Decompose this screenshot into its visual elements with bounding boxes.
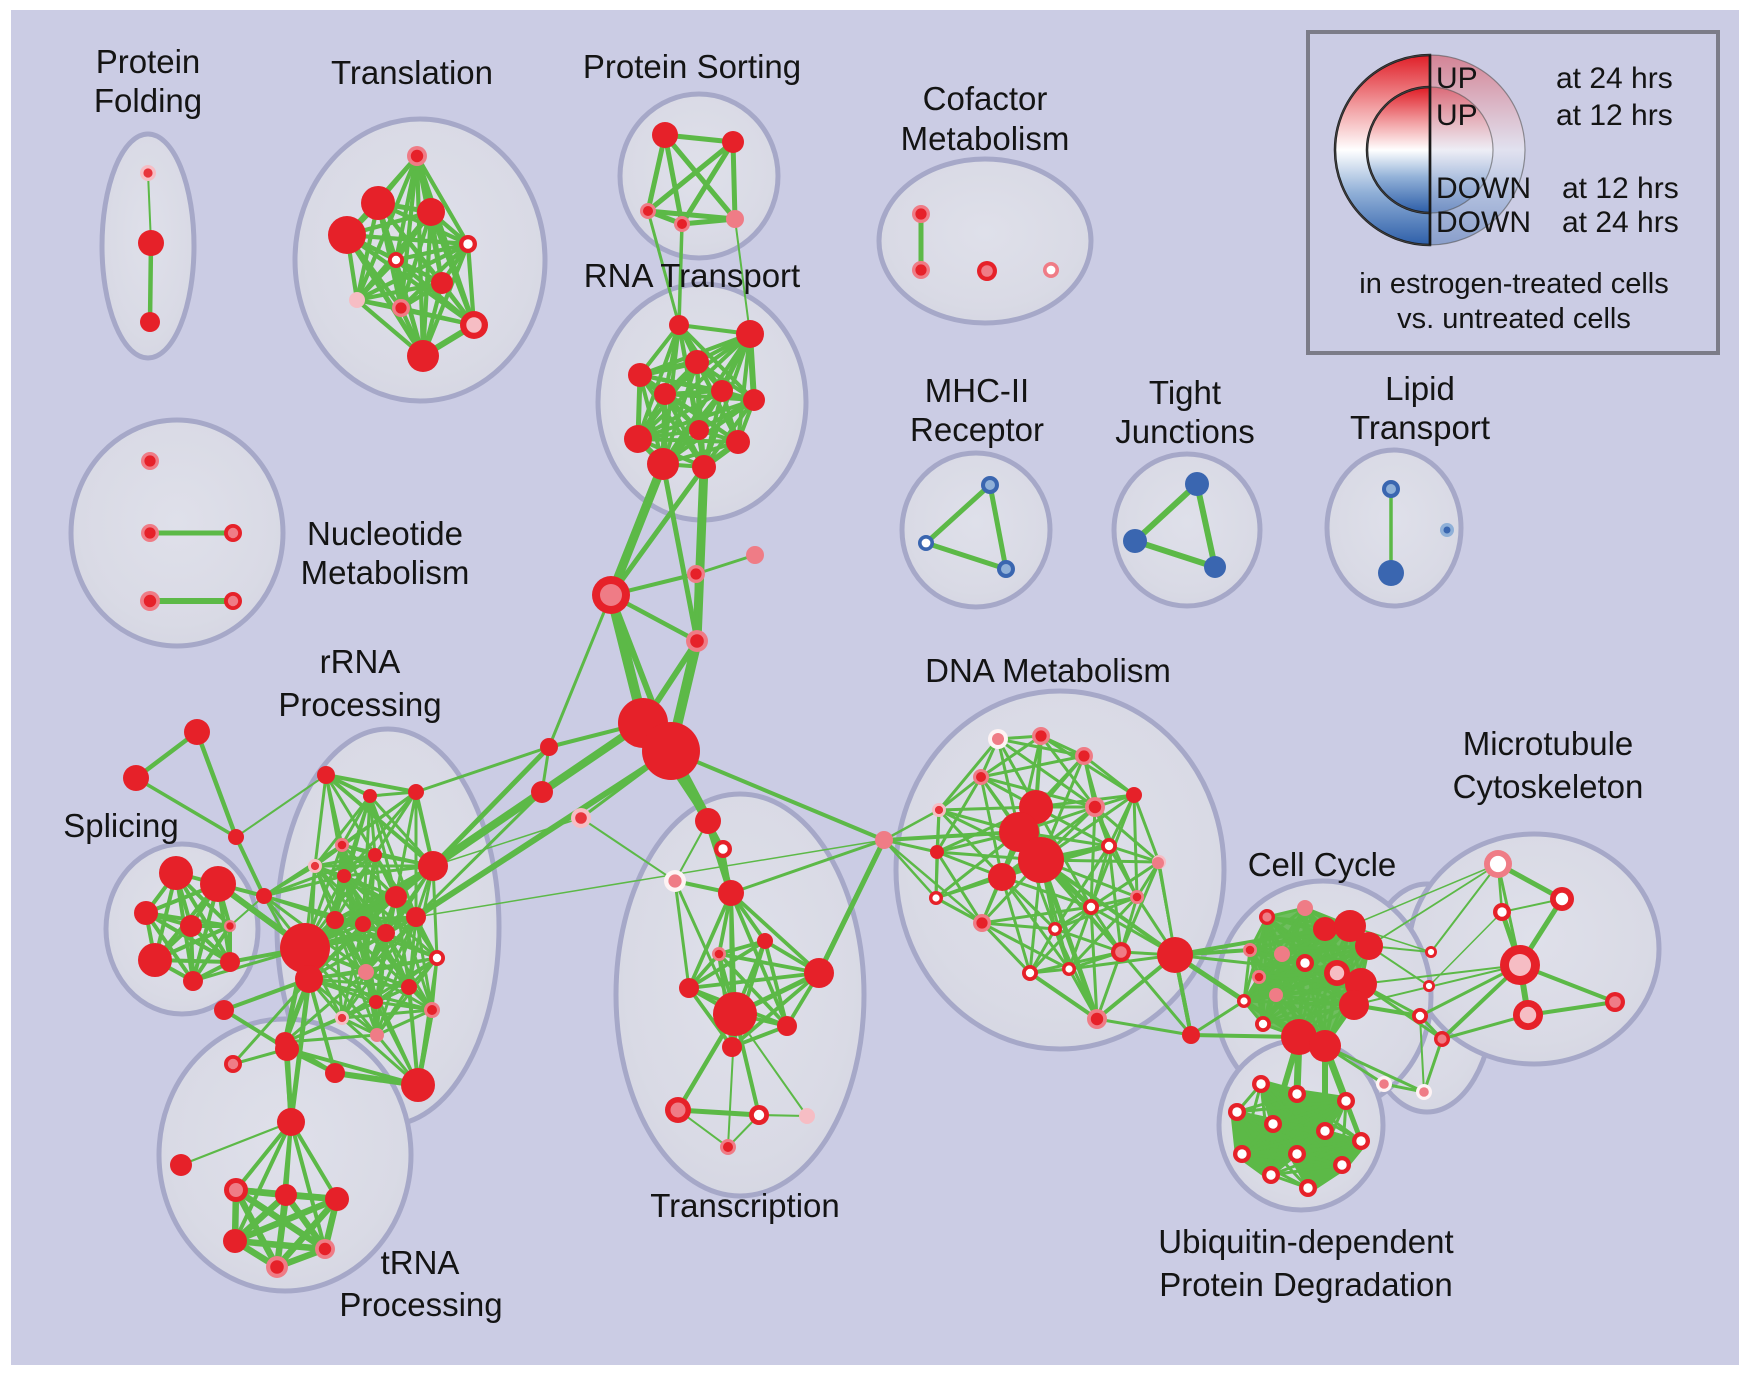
svg-text:Protein: Protein [96, 43, 201, 80]
svg-text:UP: UP [1436, 62, 1478, 95]
svg-text:Metabolism: Metabolism [301, 554, 470, 591]
svg-text:RNA Transport: RNA Transport [584, 257, 800, 294]
svg-text:Translation: Translation [331, 54, 493, 91]
svg-text:DOWN: DOWN [1436, 172, 1531, 205]
svg-text:DNA Metabolism: DNA Metabolism [925, 652, 1171, 689]
svg-text:Ubiquitin-dependent: Ubiquitin-dependent [1158, 1223, 1453, 1260]
svg-text:Transcription: Transcription [650, 1187, 840, 1224]
svg-text:Folding: Folding [94, 82, 202, 119]
svg-text:Processing: Processing [278, 686, 441, 723]
svg-text:at 24 hrs: at 24 hrs [1562, 206, 1679, 239]
svg-text:Splicing: Splicing [63, 807, 179, 844]
svg-text:Microtubule: Microtubule [1463, 725, 1634, 762]
svg-text:Cofactor: Cofactor [923, 80, 1048, 117]
svg-text:Protein Degradation: Protein Degradation [1159, 1266, 1453, 1303]
svg-text:Tight: Tight [1149, 374, 1221, 411]
svg-text:Processing: Processing [339, 1286, 502, 1323]
svg-text:Junctions: Junctions [1115, 413, 1254, 450]
svg-text:tRNA: tRNA [381, 1244, 460, 1281]
svg-text:at 12 hrs: at 12 hrs [1562, 172, 1679, 205]
svg-text:Transport: Transport [1350, 409, 1490, 446]
svg-text:Nucleotide: Nucleotide [307, 515, 463, 552]
svg-text:Cell Cycle: Cell Cycle [1248, 846, 1397, 883]
svg-text:MHC-II: MHC-II [925, 372, 1029, 409]
svg-text:at 24 hrs: at 24 hrs [1556, 62, 1673, 95]
svg-text:Cytoskeleton: Cytoskeleton [1453, 768, 1644, 805]
svg-text:Lipid: Lipid [1385, 370, 1455, 407]
svg-text:DOWN: DOWN [1436, 206, 1531, 239]
svg-text:UP: UP [1436, 99, 1478, 132]
svg-text:in estrogen-treated cells: in estrogen-treated cells [1359, 268, 1669, 300]
svg-text:at 12 hrs: at 12 hrs [1556, 99, 1673, 132]
svg-text:rRNA: rRNA [320, 643, 401, 680]
svg-text:Receptor: Receptor [910, 411, 1044, 448]
svg-text:Protein Sorting: Protein Sorting [583, 48, 801, 85]
svg-text:vs. untreated cells: vs. untreated cells [1397, 303, 1631, 335]
svg-text:Metabolism: Metabolism [901, 120, 1070, 157]
